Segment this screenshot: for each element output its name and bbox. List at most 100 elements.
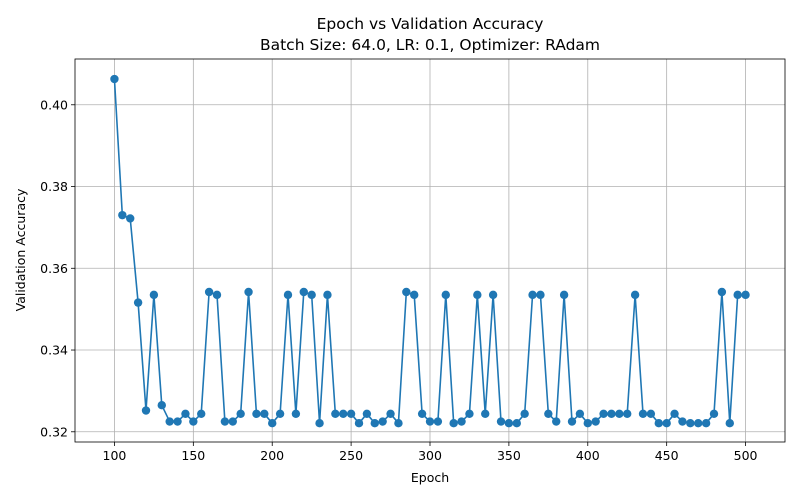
x-tick-label: 500	[734, 448, 758, 463]
data-point	[173, 417, 182, 426]
y-tick-label: 0.32	[40, 424, 68, 439]
data-point	[559, 290, 569, 300]
data-point	[410, 290, 419, 300]
data-point	[662, 418, 671, 428]
data-point	[331, 409, 340, 418]
data-point	[709, 409, 719, 418]
x-tick-label: 200	[260, 448, 284, 463]
data-point	[354, 418, 364, 428]
data-point	[686, 418, 695, 428]
data-point	[370, 418, 379, 428]
data-point	[701, 418, 711, 428]
data-point	[544, 409, 553, 418]
data-point	[512, 418, 521, 428]
data-point	[228, 417, 237, 426]
y-tick-label: 0.38	[40, 179, 68, 194]
data-point	[394, 418, 403, 428]
data-point	[638, 409, 648, 418]
data-point	[670, 409, 679, 418]
data-point	[275, 409, 285, 418]
data-point	[504, 418, 514, 428]
data-point	[607, 409, 616, 418]
data-point	[189, 417, 198, 426]
x-tick-label: 400	[576, 448, 600, 463]
data-point	[181, 409, 190, 418]
data-point	[583, 418, 592, 428]
data-point	[591, 417, 600, 426]
y-tick-label: 0.40	[40, 97, 68, 112]
data-point	[315, 418, 324, 428]
series-validation-accuracy	[110, 74, 750, 428]
data-point	[725, 418, 734, 428]
data-point	[552, 417, 561, 426]
data-point	[339, 409, 348, 418]
x-tick-label: 300	[418, 448, 442, 463]
data-point	[654, 418, 663, 428]
data-point	[599, 409, 608, 418]
data-point	[291, 409, 301, 418]
data-point	[528, 290, 537, 300]
data-point	[220, 417, 230, 426]
data-point	[733, 290, 742, 300]
chart-title: Epoch vs Validation Accuracy	[317, 15, 544, 33]
x-tick-label: 350	[497, 448, 521, 463]
data-point	[417, 409, 427, 418]
data-point	[204, 287, 214, 297]
data-point	[197, 409, 206, 418]
x-tick-label: 250	[339, 448, 363, 463]
data-point	[449, 418, 458, 428]
x-tick-label: 450	[655, 448, 679, 463]
data-point	[323, 290, 332, 300]
data-point	[149, 290, 159, 300]
data-point	[212, 290, 222, 300]
data-point	[717, 287, 727, 297]
data-point	[402, 287, 411, 297]
data-point	[299, 287, 308, 297]
data-point	[441, 290, 450, 300]
data-point	[615, 409, 624, 418]
data-point	[252, 409, 261, 418]
data-point	[236, 409, 245, 418]
axis-ticks: 100 150 200 250 300 350 400 450 500 0.32 0.34 0.36 0…	[40, 97, 757, 463]
data-point	[362, 409, 372, 418]
data-point	[244, 287, 253, 297]
data-point	[165, 417, 174, 426]
data-point	[126, 214, 135, 223]
data-point	[465, 409, 474, 418]
data-point	[575, 409, 585, 418]
data-point	[481, 409, 490, 418]
data-point	[678, 417, 687, 426]
data-point	[141, 406, 151, 415]
data-point	[386, 409, 395, 418]
data-point	[133, 298, 143, 307]
grid	[75, 59, 785, 442]
data-point	[623, 409, 632, 418]
x-tick-label: 100	[103, 448, 127, 463]
y-tick-label: 0.36	[40, 261, 68, 276]
data-point	[425, 417, 435, 426]
data-point	[567, 417, 577, 426]
data-point	[307, 290, 316, 300]
data-point	[110, 74, 119, 84]
data-point	[520, 409, 529, 418]
data-point	[488, 290, 498, 300]
data-point	[496, 417, 506, 426]
data-point	[457, 417, 466, 426]
data-point	[118, 210, 127, 220]
x-axis-label: Epoch	[411, 470, 449, 485]
data-point	[268, 418, 277, 428]
data-point	[433, 417, 443, 426]
data-point	[378, 417, 387, 426]
data-point	[473, 290, 482, 300]
chart-subtitle: Batch Size: 64.0, LR: 0.1, Optimizer: RA…	[260, 36, 600, 54]
data-point	[260, 409, 269, 418]
data-point	[694, 418, 703, 428]
data-point	[283, 290, 293, 300]
data-point	[646, 409, 656, 418]
x-tick-label: 150	[181, 448, 205, 463]
data-point	[536, 290, 545, 300]
y-axis-label: Validation Accuracy	[13, 188, 28, 311]
y-tick-label: 0.34	[40, 343, 68, 358]
data-point	[346, 409, 356, 418]
